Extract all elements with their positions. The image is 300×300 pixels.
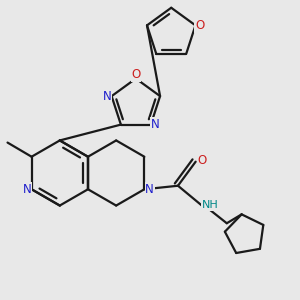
Text: N: N bbox=[23, 183, 32, 196]
Text: O: O bbox=[131, 68, 140, 82]
Text: N: N bbox=[145, 183, 154, 196]
Text: O: O bbox=[197, 154, 207, 167]
Text: N: N bbox=[151, 118, 159, 131]
Text: NH: NH bbox=[202, 200, 219, 210]
Text: N: N bbox=[103, 90, 112, 103]
Text: O: O bbox=[195, 19, 204, 32]
